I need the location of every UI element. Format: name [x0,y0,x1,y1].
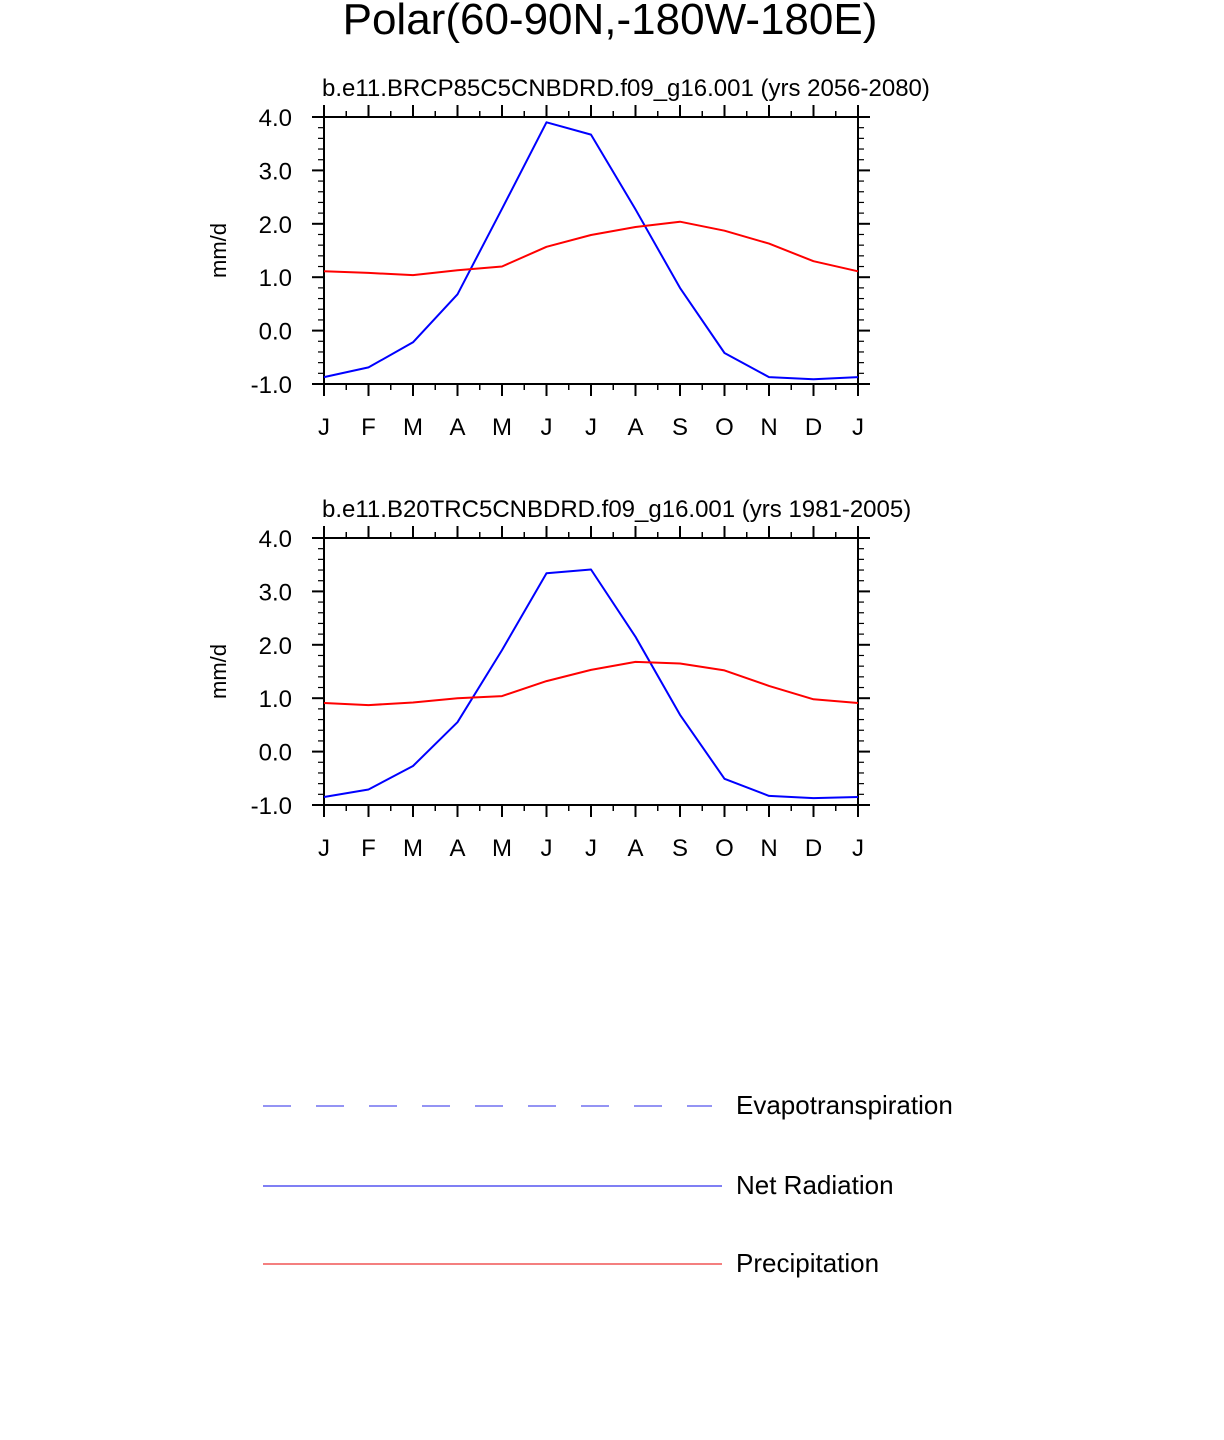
y-tick-label: 4.0 [259,105,292,132]
x-tick-label: N [760,835,777,862]
x-tick-label: J [318,835,330,862]
x-tick-label: J [852,414,864,441]
x-tick-label: J [318,414,330,441]
y-tick-label: -1.0 [251,793,292,820]
legend-label: Net Radiation [736,1170,894,1200]
x-tick-label: F [361,835,376,862]
y-tick-label: 3.0 [259,579,292,606]
series-line-precipitation [323,220,859,277]
x-tick-label: O [715,835,734,862]
y-tick-label: 2.0 [259,633,292,660]
x-tick-label: M [492,414,512,441]
x-tick-label: F [361,414,376,441]
x-tick-label: M [403,835,423,862]
y-tick-label: 0.0 [259,319,292,346]
x-tick-label: A [627,835,643,862]
legend-label: Precipitation [736,1248,879,1278]
plot-frame [323,116,859,385]
panel-title: b.e11.B20TRC5CNBDRD.f09_g16.001 (yrs 198… [322,496,911,523]
plot-frame [323,537,859,806]
x-tick-label: M [403,414,423,441]
x-tick-label: N [760,414,777,441]
y-tick-label: 2.0 [259,212,292,239]
x-tick-label: J [541,414,553,441]
x-tick-label: A [449,835,465,862]
x-tick-label: J [585,414,597,441]
legend-label: Evapotranspiration [736,1090,953,1120]
y-tick-label: 3.0 [259,158,292,185]
chart-panel-2: b.e11.B20TRC5CNBDRD.f09_g16.001 (yrs 198… [206,496,911,862]
y-tick-label: 4.0 [259,526,292,553]
x-tick-label: M [492,835,512,862]
figure-title: Polar(60-90N,-180W-180E) [343,0,878,44]
x-tick-label: S [672,835,688,862]
x-tick-label: S [672,414,688,441]
y-axis-label: mm/d [206,223,231,278]
series-line-precipitation [323,660,859,707]
x-tick-label: A [627,414,643,441]
panel-title: b.e11.BRCP85C5CNBDRD.f09_g16.001 (yrs 20… [322,75,930,102]
x-tick-label: D [805,835,822,862]
chart-panel-1: b.e11.BRCP85C5CNBDRD.f09_g16.001 (yrs 20… [206,75,930,441]
x-tick-label: J [541,835,553,862]
legend: Evapotranspiration Net Radiation Precipita… [263,1090,953,1278]
y-axis-label: mm/d [206,644,231,699]
y-tick-label: 1.0 [259,686,292,713]
x-tick-label: A [449,414,465,441]
x-tick-label: J [585,835,597,862]
x-tick-label: D [805,414,822,441]
y-tick-label: 0.0 [259,740,292,767]
y-tick-label: 1.0 [259,265,292,292]
x-tick-label: O [715,414,734,441]
y-tick-label: -1.0 [251,372,292,399]
panels: b.e11.BRCP85C5CNBDRD.f09_g16.001 (yrs 20… [206,75,930,862]
series-line-net-radiation [323,568,859,800]
x-tick-label: J [852,835,864,862]
series-line-net-radiation [323,121,859,381]
